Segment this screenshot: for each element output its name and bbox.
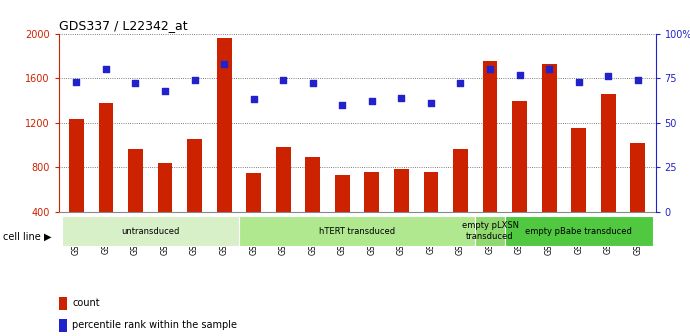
- Point: [189, 77, 200, 83]
- Bar: [571, 128, 586, 256]
- Point: [219, 61, 230, 67]
- Bar: [246, 173, 261, 256]
- Point: [277, 77, 288, 83]
- Text: hTERT transduced: hTERT transduced: [319, 226, 395, 236]
- Point: [248, 97, 259, 102]
- Bar: [306, 157, 320, 256]
- Bar: [512, 101, 527, 256]
- Bar: [482, 61, 497, 256]
- Point: [602, 74, 613, 79]
- Bar: [542, 64, 557, 256]
- Bar: [187, 139, 202, 256]
- Point: [71, 79, 82, 84]
- Bar: [128, 149, 143, 256]
- Bar: [335, 175, 350, 256]
- Point: [544, 67, 555, 72]
- Bar: [475, 216, 505, 246]
- Text: percentile rank within the sample: percentile rank within the sample: [72, 320, 237, 330]
- Text: ▶: ▶: [43, 232, 51, 242]
- Bar: [394, 169, 408, 256]
- Text: GDS337 / L22342_at: GDS337 / L22342_at: [59, 19, 187, 33]
- Point: [396, 95, 407, 100]
- Bar: [61, 216, 239, 246]
- Point: [337, 102, 348, 108]
- Text: count: count: [72, 298, 100, 308]
- Bar: [59, 297, 68, 310]
- Point: [484, 67, 495, 72]
- Bar: [601, 94, 615, 256]
- Text: untransduced: untransduced: [121, 226, 179, 236]
- Point: [514, 72, 525, 77]
- Bar: [59, 319, 68, 332]
- Point: [455, 81, 466, 86]
- Bar: [505, 216, 653, 246]
- Point: [307, 81, 318, 86]
- Bar: [99, 102, 113, 256]
- Text: empty pBabe transduced: empty pBabe transduced: [525, 226, 632, 236]
- Point: [130, 81, 141, 86]
- Bar: [239, 216, 475, 246]
- Point: [573, 79, 584, 84]
- Text: cell line: cell line: [3, 232, 41, 242]
- Point: [426, 100, 437, 106]
- Bar: [157, 163, 172, 256]
- Point: [366, 98, 377, 104]
- Text: empty pLXSN
transduced: empty pLXSN transduced: [462, 221, 519, 241]
- Bar: [69, 119, 83, 256]
- Point: [101, 67, 112, 72]
- Point: [159, 88, 170, 93]
- Point: [632, 77, 643, 83]
- Bar: [453, 149, 468, 256]
- Bar: [217, 38, 232, 256]
- Bar: [364, 172, 380, 256]
- Bar: [631, 143, 645, 256]
- Bar: [424, 172, 438, 256]
- Bar: [276, 147, 290, 256]
